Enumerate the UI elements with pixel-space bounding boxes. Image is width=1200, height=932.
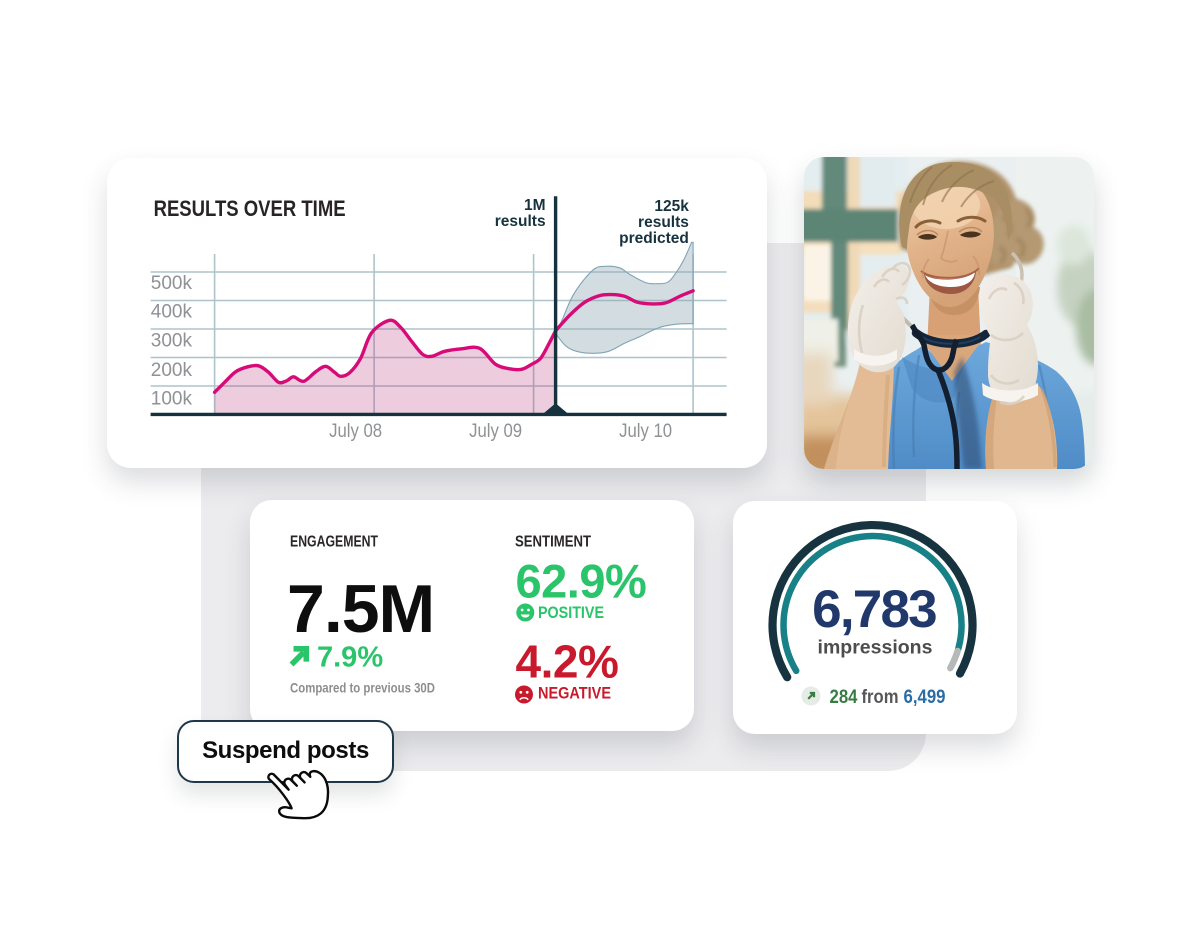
svg-text:6,783: 6,783 bbox=[812, 580, 936, 639]
svg-text:300k: 300k bbox=[151, 331, 193, 352]
svg-text:NEGATIVE: NEGATIVE bbox=[538, 685, 611, 703]
svg-text:7.9%: 7.9% bbox=[317, 642, 383, 674]
svg-text:284: 284 bbox=[830, 686, 858, 708]
svg-text:100k: 100k bbox=[151, 389, 193, 410]
svg-text:ENGAGEMENT: ENGAGEMENT bbox=[290, 534, 378, 551]
svg-text:62.9%: 62.9% bbox=[516, 555, 647, 608]
svg-text:RESULTS OVER TIME: RESULTS OVER TIME bbox=[154, 196, 346, 221]
svg-text:from: from bbox=[862, 686, 899, 708]
svg-text:impressions: impressions bbox=[818, 637, 933, 659]
svg-text:July 10: July 10 bbox=[619, 421, 672, 442]
svg-text:POSITIVE: POSITIVE bbox=[538, 604, 604, 622]
svg-text:July 08: July 08 bbox=[329, 421, 382, 442]
svg-text:7.5M: 7.5M bbox=[287, 571, 434, 647]
svg-text:4.2%: 4.2% bbox=[516, 636, 619, 688]
svg-text:6,499: 6,499 bbox=[904, 686, 946, 708]
svg-text:predicted: predicted bbox=[619, 230, 689, 247]
svg-text:results: results bbox=[638, 214, 689, 231]
svg-text:125k: 125k bbox=[654, 198, 689, 215]
svg-text:Compared to previous 30D: Compared to previous 30D bbox=[290, 681, 435, 696]
svg-text:July 09: July 09 bbox=[469, 421, 522, 442]
svg-text:200k: 200k bbox=[151, 360, 193, 381]
svg-text:SENTIMENT: SENTIMENT bbox=[515, 534, 591, 551]
svg-text:results: results bbox=[495, 213, 546, 230]
svg-text:400k: 400k bbox=[151, 302, 193, 323]
svg-text:500k: 500k bbox=[151, 273, 193, 294]
svg-text:1M: 1M bbox=[524, 197, 546, 214]
